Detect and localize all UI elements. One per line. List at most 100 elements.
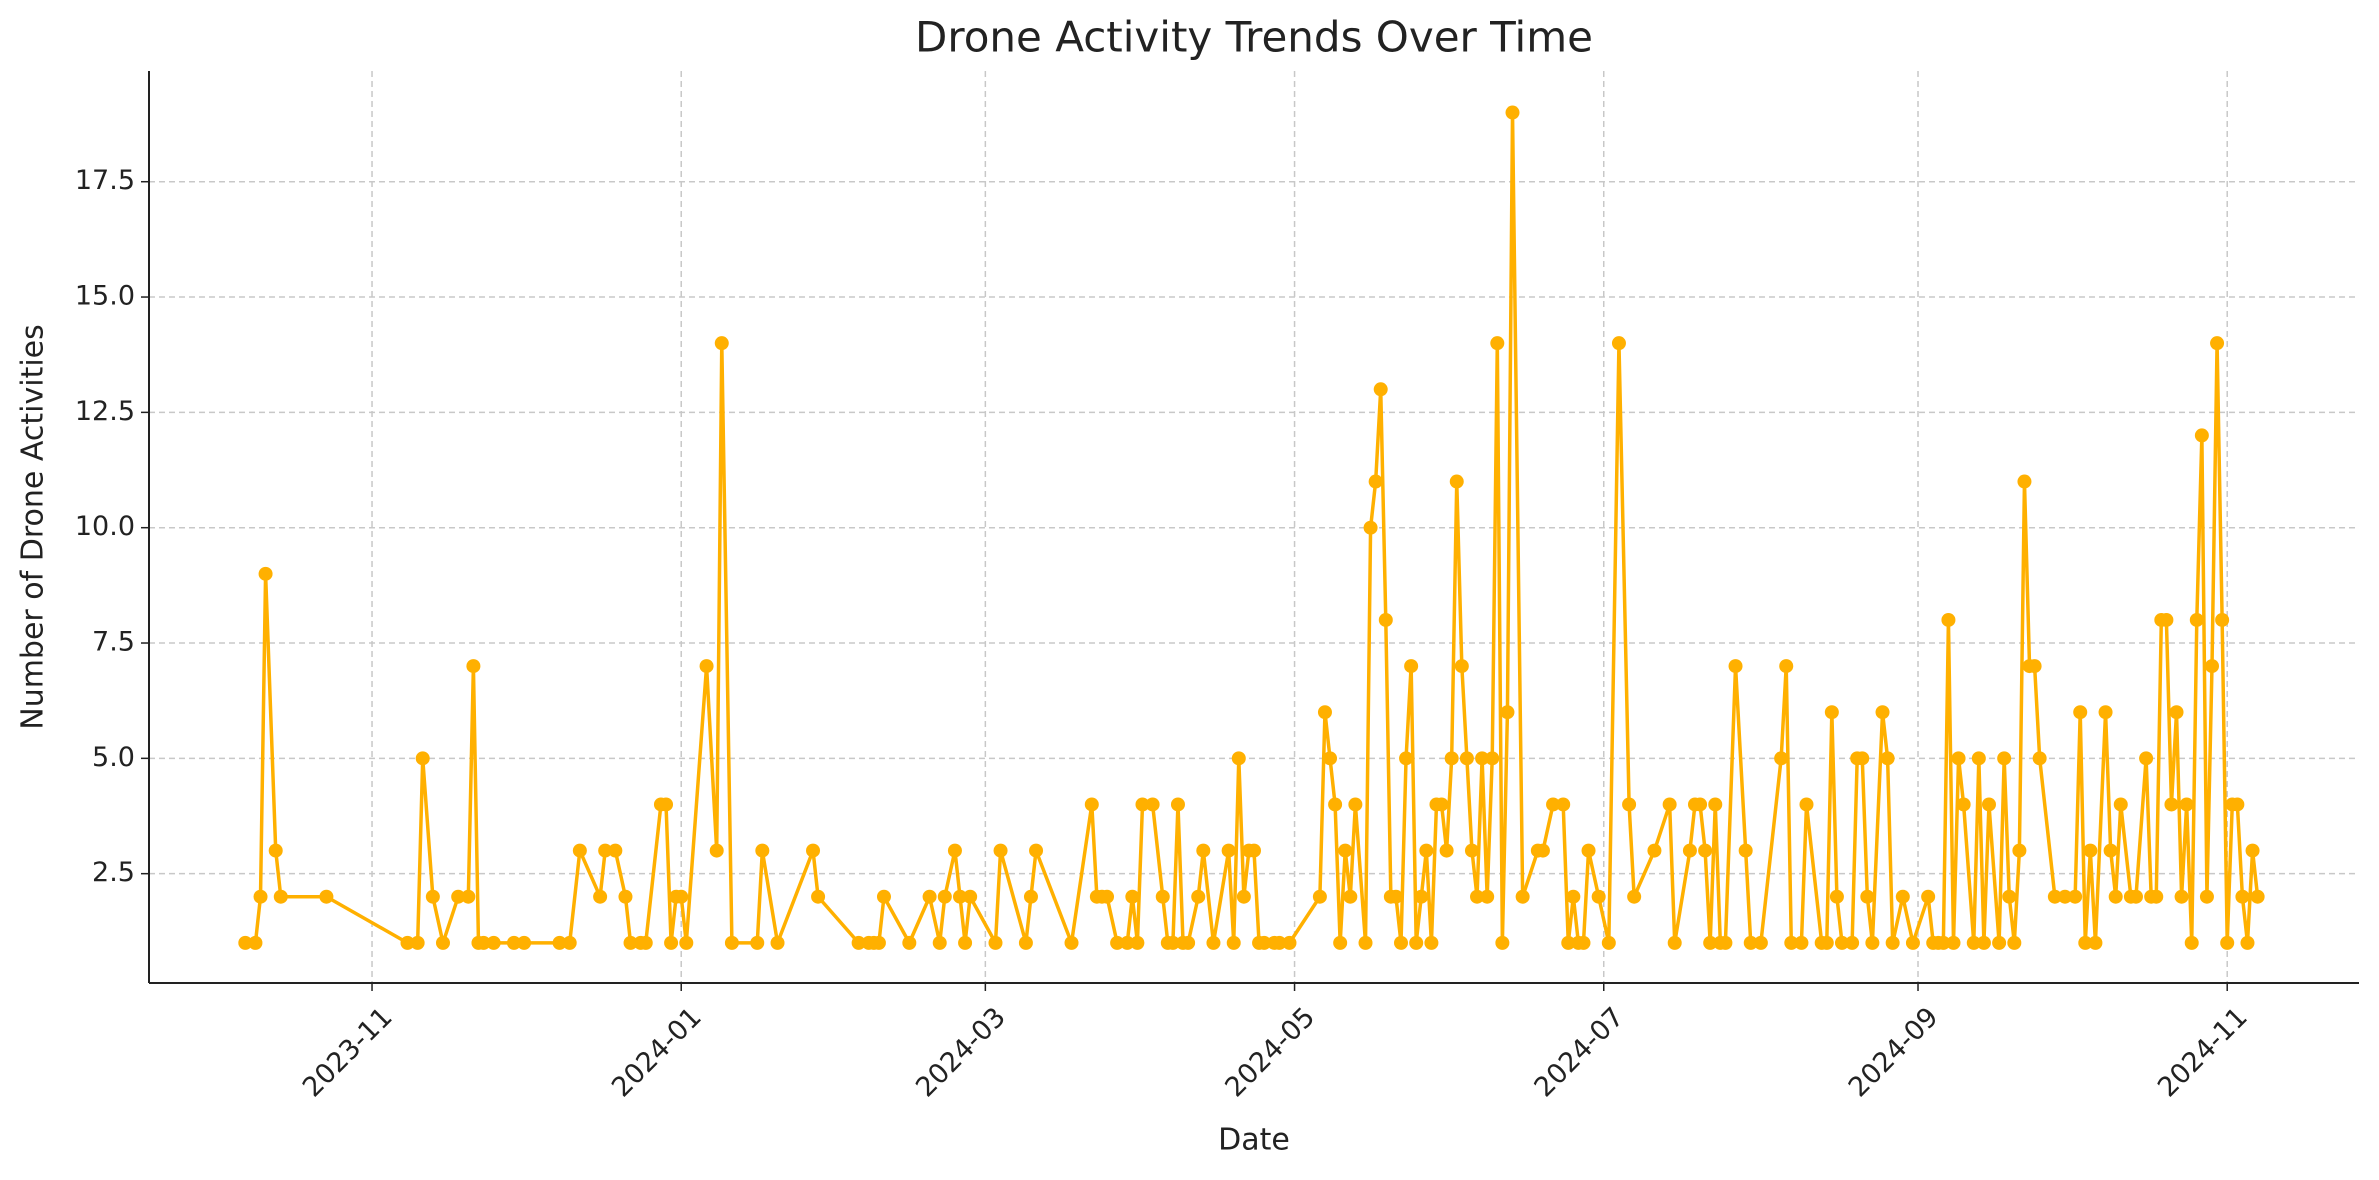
data-point xyxy=(699,659,714,674)
data-point xyxy=(273,889,288,904)
data-point xyxy=(1358,935,1373,950)
data-point xyxy=(638,935,653,950)
data-point xyxy=(1419,843,1434,858)
data-point xyxy=(415,751,430,766)
data-point xyxy=(1434,797,1449,812)
data-point xyxy=(2098,705,2113,720)
data-point xyxy=(1459,751,1474,766)
data-point xyxy=(1135,797,1150,812)
data-point xyxy=(1399,751,1414,766)
data-point xyxy=(2139,751,2154,766)
data-point xyxy=(1018,935,1033,950)
data-point xyxy=(2159,612,2174,627)
data-point xyxy=(1895,889,1910,904)
data-point xyxy=(238,935,253,950)
data-point xyxy=(1409,935,1424,950)
data-point xyxy=(562,935,577,950)
data-point xyxy=(2235,889,2250,904)
data-point xyxy=(1470,889,1485,904)
data-point xyxy=(2073,705,2088,720)
data-point xyxy=(425,889,440,904)
data-point xyxy=(1480,889,1495,904)
data-point xyxy=(1875,705,1890,720)
y-tick-label: 5.0 xyxy=(92,742,135,773)
data-point xyxy=(1110,935,1125,950)
data-point xyxy=(1566,889,1581,904)
data-point xyxy=(1404,659,1419,674)
data-point xyxy=(1581,843,1596,858)
data-point xyxy=(2179,797,2194,812)
data-point xyxy=(2184,935,2199,950)
data-point xyxy=(435,935,450,950)
data-point xyxy=(1774,751,1789,766)
data-point xyxy=(1444,751,1459,766)
data-point xyxy=(1373,382,1388,397)
data-point xyxy=(2128,889,2143,904)
data-point xyxy=(1556,797,1571,812)
data-point xyxy=(1454,659,1469,674)
x-tick-label: 2024-05 xyxy=(1219,1002,1321,1104)
data-point xyxy=(1328,797,1343,812)
data-point xyxy=(1698,843,1713,858)
data-point xyxy=(1338,843,1353,858)
data-point xyxy=(1860,889,1875,904)
data-point xyxy=(674,889,689,904)
data-point xyxy=(2002,889,2017,904)
data-point xyxy=(1231,751,1246,766)
data-point xyxy=(1703,935,1718,950)
data-point xyxy=(1257,935,1272,950)
data-point xyxy=(1449,474,1464,489)
data-point xyxy=(1272,935,1287,950)
data-point xyxy=(1829,889,1844,904)
data-point xyxy=(1323,751,1338,766)
data-point xyxy=(1708,797,1723,812)
data-point xyxy=(1424,935,1439,950)
data-point xyxy=(1753,935,1768,950)
data-point xyxy=(1738,843,1753,858)
data-point xyxy=(1145,797,1160,812)
data-point xyxy=(476,935,491,950)
x-tick-label: 2024-01 xyxy=(606,1002,708,1104)
data-point xyxy=(451,889,466,904)
data-point xyxy=(714,336,729,351)
data-point xyxy=(2032,751,2047,766)
data-point xyxy=(1023,889,1038,904)
data-point xyxy=(1535,843,1550,858)
data-point xyxy=(1388,889,1403,904)
data-point xyxy=(1885,935,1900,950)
data-point xyxy=(1029,843,1044,858)
data-point xyxy=(770,935,785,950)
data-point xyxy=(1662,797,1677,812)
data-point xyxy=(1966,935,1981,950)
data-point xyxy=(1627,889,1642,904)
data-point xyxy=(517,935,532,950)
data-point xyxy=(608,843,623,858)
data-point xyxy=(623,935,638,950)
data-point xyxy=(2189,612,2204,627)
data-point xyxy=(1363,520,1378,535)
data-point xyxy=(1591,889,1606,904)
data-point xyxy=(902,935,917,950)
data-point xyxy=(1130,935,1145,950)
data-point xyxy=(618,889,633,904)
data-point xyxy=(1865,935,1880,950)
data-point xyxy=(253,889,268,904)
data-point xyxy=(2027,659,2042,674)
data-point xyxy=(2007,935,2022,950)
y-tick-label: 12.5 xyxy=(75,396,135,427)
data-point xyxy=(1282,935,1297,950)
data-point xyxy=(2240,935,2255,950)
data-point xyxy=(1693,797,1708,812)
data-point xyxy=(572,843,587,858)
data-point xyxy=(963,889,978,904)
data-point xyxy=(2047,889,2062,904)
data-point xyxy=(2205,659,2220,674)
x-tick-label: 2024-03 xyxy=(910,1002,1012,1104)
data-point xyxy=(466,659,481,674)
data-point xyxy=(2017,474,2032,489)
data-point xyxy=(932,935,947,950)
data-point xyxy=(1317,705,1332,720)
data-point xyxy=(593,889,608,904)
data-point xyxy=(1221,843,1236,858)
